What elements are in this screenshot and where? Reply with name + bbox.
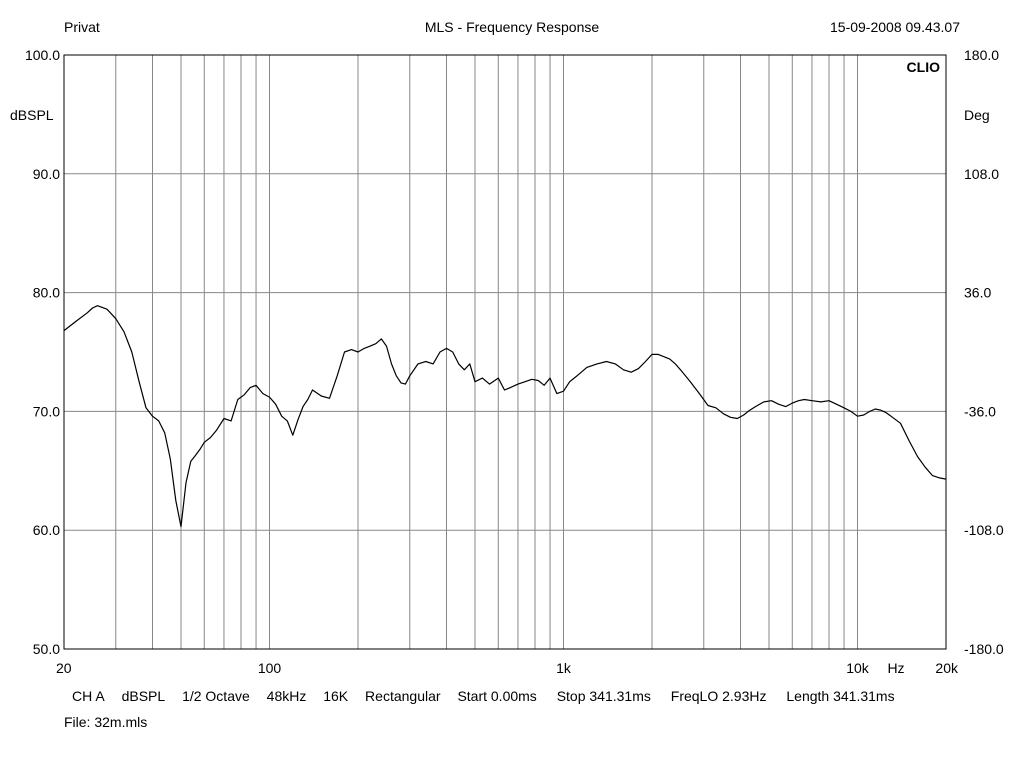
x-tick-label: 20 [56,660,72,676]
y-tick-label: 70.0 [33,403,60,419]
grid-lines [64,55,946,649]
y2-tick-label: -36.0 [964,403,996,419]
footer-params: CH A dBSPL 1/2 Octave 48kHz 16K Rectangu… [72,688,895,704]
chart-title: MLS - Frequency Response [424,19,600,35]
y-axis-label: dBSPL [10,107,54,123]
y2-tick-label: 108.0 [964,166,999,182]
y-tick-label: 100.0 [25,47,60,63]
y-tick-label: 50.0 [33,641,60,657]
x-tick-label: 10k [846,660,870,676]
timestamp: 15-09-2008 09.43.07 [830,19,960,35]
param-unit: dBSPL [121,688,166,704]
y2-tick-label: 180.0 [964,47,999,63]
y2-axis-label: Deg [964,107,990,123]
frequency-response-trace [63,305,947,528]
param-channel: CH A [72,688,105,704]
param-window: Rectangular [365,688,441,704]
param-start: Start 0.00ms [457,688,537,704]
axis-labels: 100.0 90.0 80.0 70.0 60.0 50.0 180.0 108.0 36.0 -… [10,47,1004,676]
x-tick-label: 100 [258,660,282,676]
y-tick-label: 90.0 [33,166,60,182]
y-tick-label: 60.0 [33,522,60,538]
param-smoothing: 1/2 Octave [182,688,250,704]
clio-brand-label: CLIO [907,59,941,75]
header-left-label: Privat [64,19,100,35]
param-freqlo: FreqLO 2.93Hz [670,688,767,704]
param-sample-rate: 48kHz [266,688,307,704]
x-tick-label: 1k [556,660,572,676]
file-name: File: 32m.mls [64,714,148,730]
y2-tick-label: -180.0 [964,641,1004,657]
param-size: 16K [323,688,349,704]
param-stop: Stop 341.31ms [556,688,651,704]
plot-frame [63,54,947,650]
x-tick-label: 20k [935,660,959,676]
y2-tick-label: -108.0 [964,522,1004,538]
y2-tick-label: 36.0 [964,285,991,301]
param-length: Length 341.31ms [786,688,895,704]
y-tick-label: 80.0 [33,285,60,301]
x-unit-label: Hz [887,660,904,676]
